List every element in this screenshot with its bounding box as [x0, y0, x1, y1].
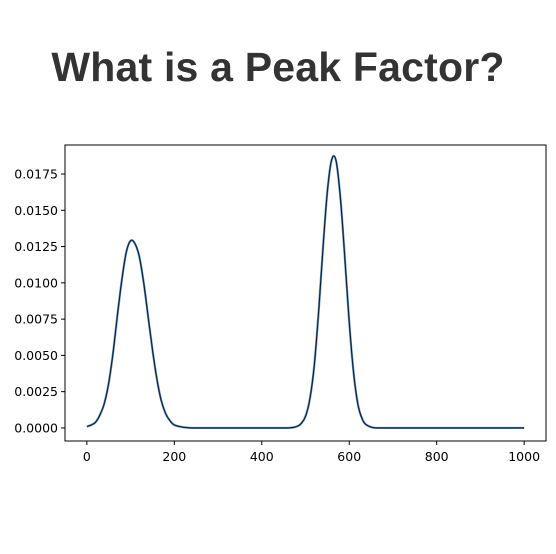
- x-tick-label: 200: [162, 449, 186, 464]
- page-title: What is a Peak Factor?: [51, 44, 505, 90]
- x-tick-label: 0: [83, 449, 91, 464]
- y-tick-label: 0.0000: [14, 420, 58, 435]
- y-tick-label: 0.0075: [14, 312, 58, 327]
- y-tick-label: 0.0100: [14, 275, 58, 290]
- x-tick-label: 1000: [508, 449, 540, 464]
- ticks: 0 200 400 600 800 1000 0.0000 0.0025 0.0050 0.007…: [14, 167, 540, 464]
- plot-area: [86, 154, 525, 430]
- x-tick-label: 800: [425, 449, 449, 464]
- y-tick-label: 0.0025: [14, 384, 58, 399]
- series-line-halo: [86, 154, 525, 430]
- y-tick-label: 0.0125: [14, 239, 58, 254]
- y-tick-label: 0.0050: [14, 348, 58, 363]
- y-tick-label: 0.0150: [14, 203, 58, 218]
- x-tick-label: 600: [337, 449, 361, 464]
- x-tick-label: 400: [250, 449, 274, 464]
- y-tick-label: 0.0175: [14, 167, 58, 182]
- series-line-0: [86, 155, 525, 429]
- axes-frame: [64, 144, 547, 442]
